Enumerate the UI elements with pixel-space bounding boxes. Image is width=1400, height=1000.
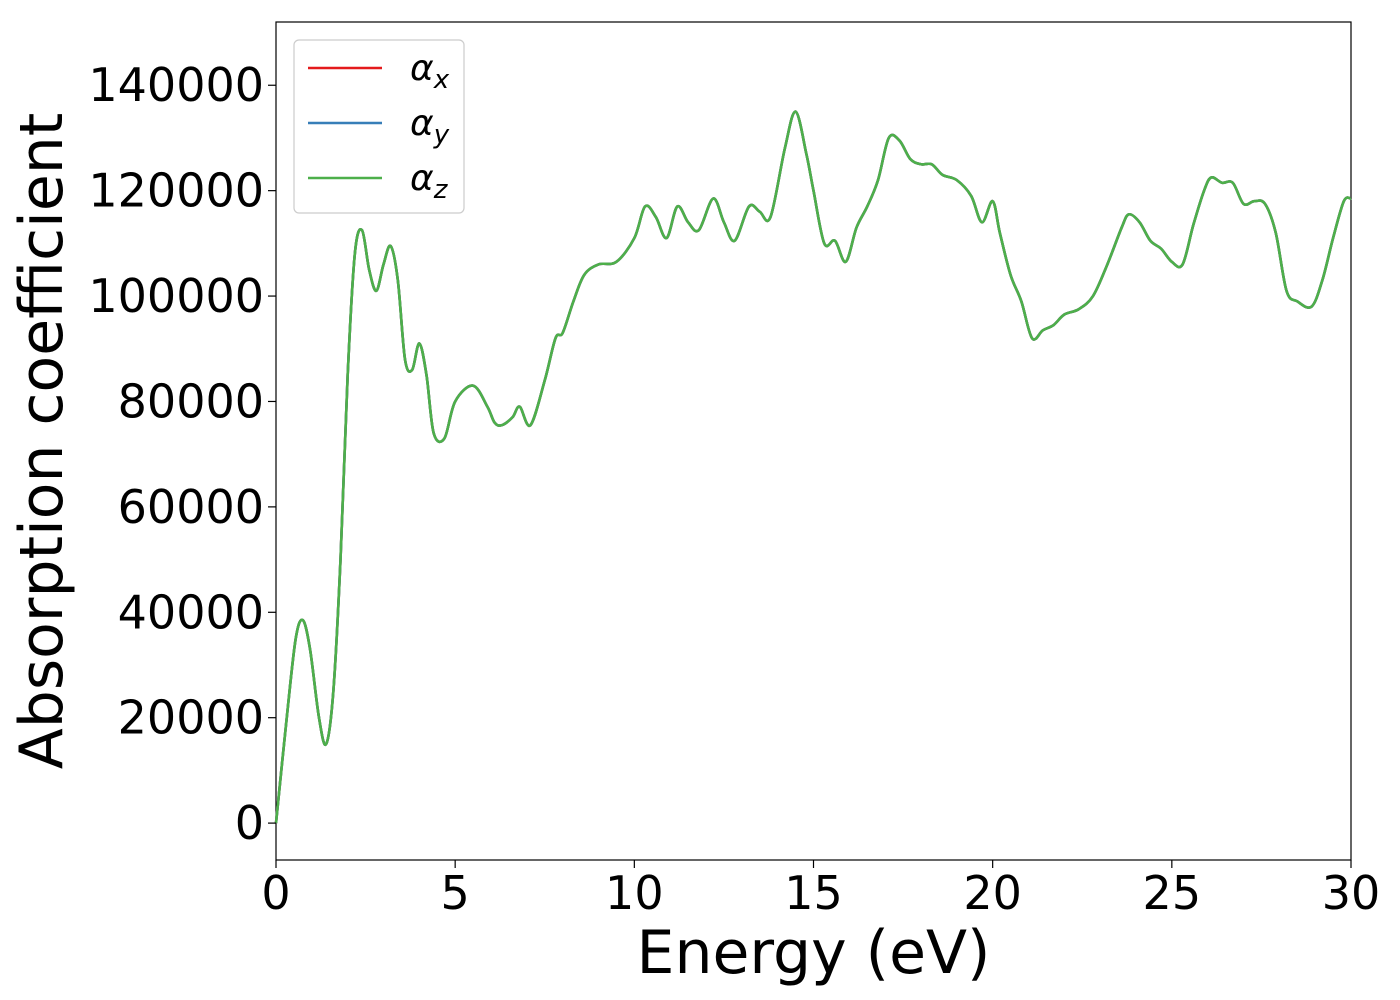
legend: αx αy αz [293, 39, 465, 214]
x-axis-ticks: 0 5 10 15 20 25 30 [261, 860, 1380, 920]
x-tick-label: 10 [605, 866, 664, 920]
series-line-3 [274, 110, 1352, 824]
x-tick-label: 15 [784, 866, 843, 920]
legend-label-3: αz [410, 158, 449, 205]
series-layer [274, 110, 1352, 824]
legend-box [293, 39, 465, 214]
x-tick-label: 5 [441, 866, 470, 920]
y-tick-label: 20000 [118, 691, 264, 745]
legend-label-1: αx [410, 48, 450, 95]
y-axis-ticks: 0 20000 40000 60000 80000 100000 120000 140000 [88, 58, 276, 850]
series-line-2 [274, 110, 1352, 824]
y-axis-label: Absorption coefficient [7, 113, 77, 770]
legend-label-2: αy [410, 103, 450, 150]
y-tick-label: 40000 [118, 585, 264, 639]
y-tick-label: 0 [235, 796, 264, 850]
x-axis-label: Energy (eV) [637, 918, 991, 988]
y-tick-label: 120000 [88, 164, 264, 218]
y-tick-label: 80000 [118, 374, 264, 428]
x-tick-label: 0 [261, 866, 290, 920]
x-tick-label: 25 [1143, 866, 1202, 920]
y-tick-label: 60000 [118, 480, 264, 534]
series-line-1 [274, 110, 1352, 824]
x-tick-label: 30 [1322, 866, 1381, 920]
x-tick-label: 20 [963, 866, 1022, 920]
y-tick-label: 140000 [88, 58, 264, 112]
y-tick-label: 100000 [88, 269, 264, 323]
